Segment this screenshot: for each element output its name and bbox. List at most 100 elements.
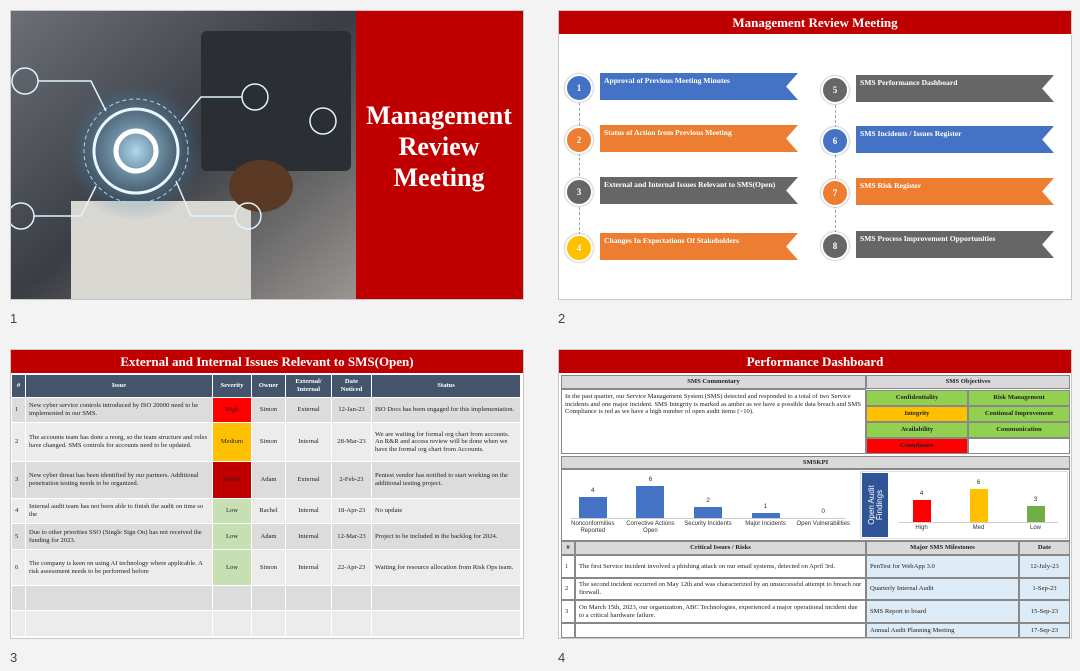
slide-header: External and Internal Issues Relevant to…: [11, 350, 523, 373]
empty-cell: [968, 438, 1070, 454]
slide-number: 4: [558, 650, 566, 665]
column-header: #: [12, 375, 26, 398]
y-axis-label: [862, 473, 888, 537]
table-cell: Adam: [252, 524, 286, 550]
table-cell: 5: [12, 524, 26, 550]
slide-photo: [11, 11, 356, 299]
slide-header: Management Review Meeting: [559, 11, 1071, 34]
slide-title: Management Review Meeting: [366, 101, 512, 192]
agenda-number: 1: [565, 74, 593, 102]
table-cell: 28-Mar-23: [332, 423, 372, 462]
risk-number: 1: [561, 555, 575, 578]
table-cell: Low: [213, 550, 252, 586]
table-cell: Simon: [252, 423, 286, 462]
table-cell: Internal audit team has not been able to…: [26, 499, 213, 524]
slide-number: 3: [10, 650, 18, 665]
objective: Continual Improvement: [968, 406, 1070, 422]
table-cell: 1: [12, 398, 26, 423]
table-cell: 12-Jan-23: [332, 398, 372, 423]
column-header: Issue: [26, 375, 213, 398]
empty-cell: [26, 586, 213, 611]
milestone: PenTest for WebApp 3.0: [866, 555, 1019, 578]
column-header: Severity: [213, 375, 252, 398]
empty-cell: [252, 611, 286, 637]
milestone: Annual Audit Planning Meeting: [866, 623, 1019, 638]
risk-number: 3: [561, 600, 575, 623]
bar: [912, 500, 931, 522]
agenda-item: Approval of Previous Meeting Minutes: [600, 73, 798, 100]
agenda-number: 8: [821, 232, 849, 260]
column-header: #: [561, 541, 575, 555]
bar: [578, 496, 607, 518]
table-cell: 2-Feb-23: [332, 462, 372, 499]
table-cell: Internal: [286, 550, 332, 586]
empty-cell: [12, 586, 26, 611]
empty-cell: [213, 611, 252, 637]
commentary: In the past quarter, our Service Managem…: [561, 389, 866, 454]
agenda-number: 4: [565, 234, 593, 262]
table-cell: The company is keen on using AI technolo…: [26, 550, 213, 586]
table-cell: 4: [12, 499, 26, 524]
table-cell: Simon: [252, 398, 286, 423]
x-tick-label: Med: [972, 525, 985, 531]
bar: [751, 512, 780, 518]
empty-cell: [12, 611, 26, 637]
table-cell: Adam: [252, 462, 286, 499]
agenda-number: 5: [821, 76, 849, 104]
x-tick-label: Corrective Actions Open: [626, 521, 675, 535]
empty-cell: [286, 611, 332, 637]
table-cell: Low: [213, 524, 252, 550]
column-header: Major SMS Milestones: [866, 541, 1019, 555]
table-cell: External: [286, 462, 332, 499]
table-cell: 12-Mar-23: [332, 524, 372, 550]
x-tick-label: Open Vulnerabilities: [796, 521, 850, 527]
table-cell: Medium: [213, 423, 252, 462]
table-cell: New cyber service controls introduced by…: [26, 398, 213, 423]
data-label: 6: [648, 476, 653, 483]
agenda-number: 2: [565, 126, 593, 154]
table-cell: Internal: [286, 423, 332, 462]
agenda-item: SMS Performance Dashboard: [856, 75, 1054, 102]
bar: [969, 489, 988, 522]
risk: The second incident occurred on May 12th…: [575, 578, 866, 600]
column-header: Owner: [252, 375, 286, 398]
milestone-date: 1-Sep-23: [1019, 578, 1070, 600]
connector: [579, 88, 580, 250]
empty-cell: [213, 586, 252, 611]
milestone-date: 15-Sep-23: [1019, 600, 1070, 623]
agenda-item: Changes In Expectations Of Stakeholders: [600, 233, 798, 260]
empty-cell: [372, 611, 521, 637]
table-cell: 6: [12, 550, 26, 586]
table-cell: We are waiting for formal org chart from…: [372, 423, 521, 462]
table-cell: Low: [213, 499, 252, 524]
slide-header: Performance Dashboard: [559, 350, 1071, 373]
title-panel: [356, 11, 523, 299]
section-header: SMS Commentary: [561, 375, 866, 389]
column-header: Critical Issues / Risks: [575, 541, 866, 555]
table-cell: Pentest vendor has notified to start wor…: [372, 462, 521, 499]
table-cell: Project to be included in the backlog fo…: [372, 524, 521, 550]
objective: Compliance: [866, 438, 968, 454]
table-cell: Simon: [252, 550, 286, 586]
chart-frame: [860, 471, 1068, 539]
empty-cell: [561, 623, 575, 638]
table-cell: 3: [12, 462, 26, 499]
agenda-item: Status of Action from Previous Meeting: [600, 125, 798, 152]
agenda-number: 3: [565, 178, 593, 206]
table-cell: Waiting for resource allocation from Ris…: [372, 550, 521, 586]
empty-cell: [332, 586, 372, 611]
risk-number: 2: [561, 578, 575, 600]
table-cell: 18-Apr-23: [332, 499, 372, 524]
table-cell: Internal: [286, 524, 332, 550]
table-cell: The accounts team has done a reorg, so t…: [26, 423, 213, 462]
data-label: 2: [706, 497, 710, 505]
x-tick-label: Major Incidents: [745, 521, 786, 527]
agenda-item: SMS Process Improvement Opportunities: [856, 231, 1054, 258]
objective: Integrity: [866, 406, 968, 422]
column-header: Status: [372, 375, 521, 398]
data-label: 4: [919, 490, 924, 497]
risk: On March 15th, 2023, our organization, A…: [575, 600, 866, 623]
slide-1[interactable]: [10, 10, 524, 300]
x-tick-label: Nonconformities Reported: [571, 521, 615, 535]
x-tick-label: Low: [1029, 525, 1041, 531]
